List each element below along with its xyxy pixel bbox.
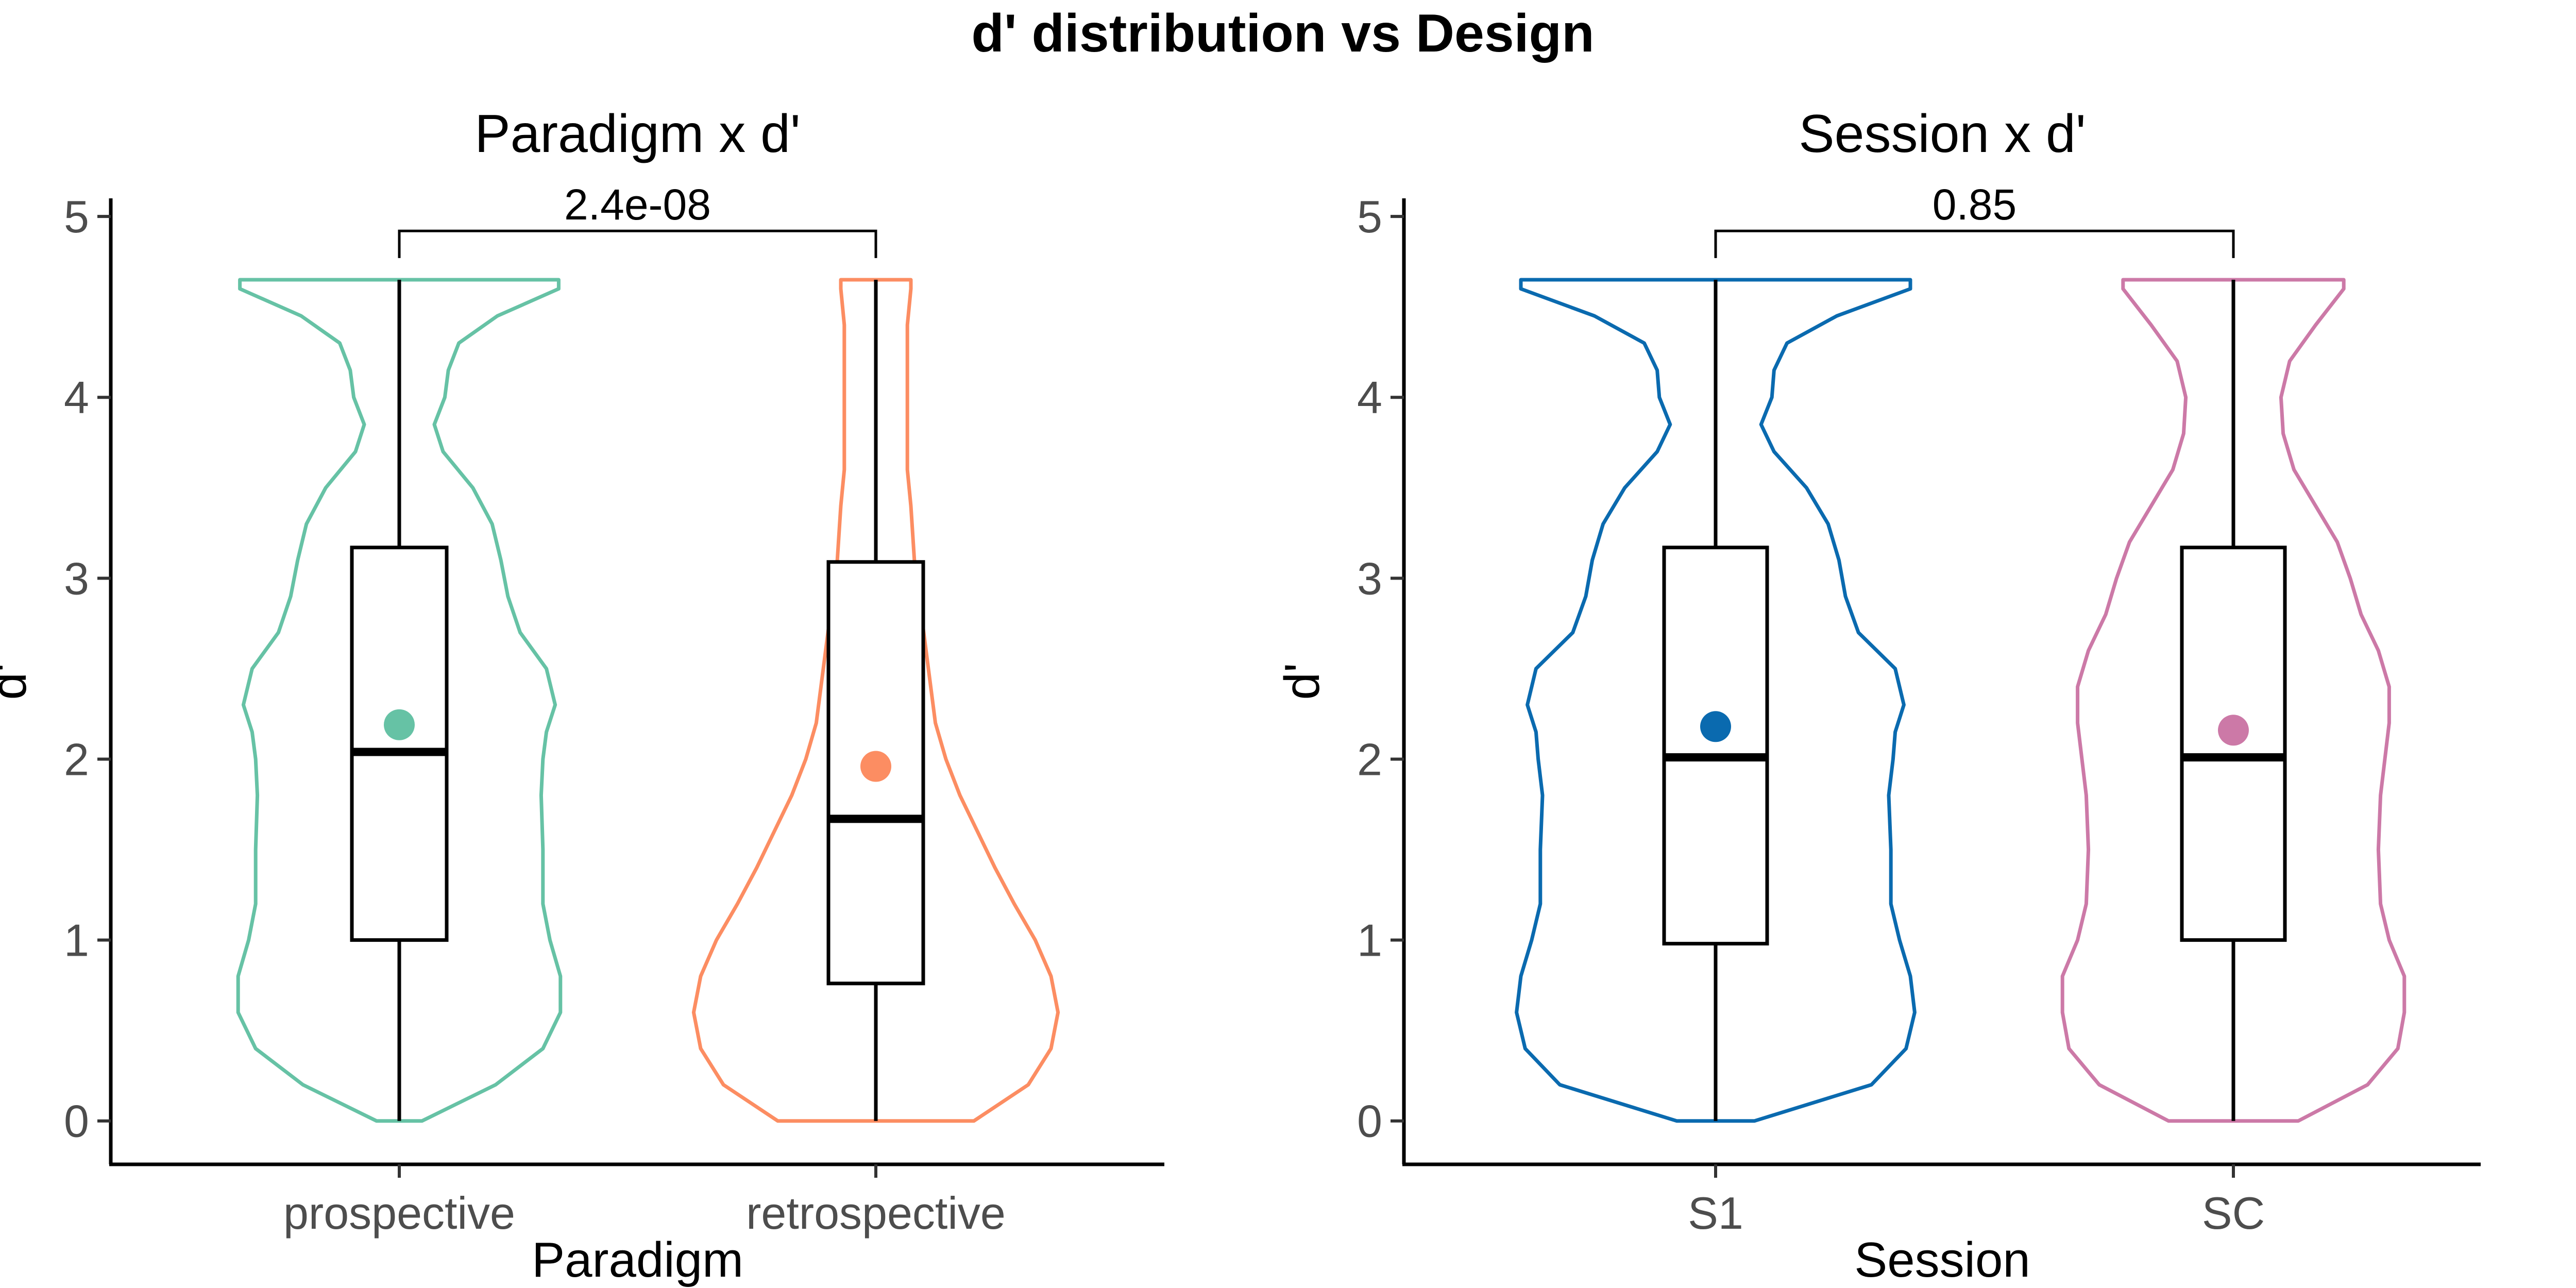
box-prospective (350, 546, 449, 942)
y-tick-label: 3 (64, 553, 89, 604)
mean-point (860, 751, 891, 782)
p-value-label: 2.4e-08 (564, 180, 711, 229)
violin-s1 (1515, 278, 1917, 1123)
y-tick-label: 4 (1357, 372, 1382, 423)
panel-title: Session x d' (1799, 104, 2086, 164)
panel-paradigm: Paradigm x d' 0 1 2 3 4 5 d' prospective retrospe… (0, 104, 1164, 1287)
panel-session: Session x d' 0 1 2 3 4 5 d' S1 SC Session 0.85 (1275, 104, 2481, 1287)
x-axis-title: Paradigm (532, 1232, 743, 1287)
y-tick-label: 5 (64, 191, 89, 242)
group-retrospective (691, 278, 1060, 1123)
y-tick-label: 1 (1357, 915, 1382, 966)
y-tick-label: 0 (1357, 1096, 1382, 1147)
y-axis-title: d' (0, 663, 37, 700)
mean-point (1700, 711, 1731, 742)
y-tick-label: 5 (1357, 191, 1382, 242)
violin-prospective (236, 278, 563, 1123)
main-title: d' distribution vs Design (971, 4, 1594, 63)
y-tick-label: 4 (64, 372, 89, 423)
violin-sc (2060, 278, 2406, 1123)
p-value-label: 0.85 (1933, 180, 2017, 229)
significance-bracket (398, 229, 877, 258)
panel-title: Paradigm x d' (474, 104, 801, 164)
x-tick-label: prospective (283, 1188, 515, 1239)
violin-retrospective (691, 278, 1060, 1123)
mean-point (384, 709, 415, 740)
panels: Paradigm x d' 0 1 2 3 4 5 d' prospective retrospe… (0, 104, 2481, 1287)
mean-point (2218, 715, 2249, 746)
y-tick-label: 2 (64, 734, 89, 785)
group-prospective (236, 278, 563, 1123)
y-tick-label: 2 (1357, 734, 1382, 785)
y-axis-title: d' (1275, 663, 1330, 700)
x-axis-title: Session (1854, 1232, 2030, 1287)
y-tick-label: 1 (64, 915, 89, 966)
x-tick-label: retrospective (746, 1188, 1006, 1239)
x-tick-label: SC (2202, 1188, 2265, 1239)
group-sc (2060, 278, 2406, 1123)
y-tick-label: 3 (1357, 553, 1382, 604)
x-tick-label: S1 (1688, 1188, 1743, 1239)
significance-bracket (1714, 229, 2235, 258)
box-s1 (1662, 546, 1769, 946)
y-tick-label: 0 (64, 1096, 89, 1147)
group-s1 (1515, 278, 1917, 1123)
